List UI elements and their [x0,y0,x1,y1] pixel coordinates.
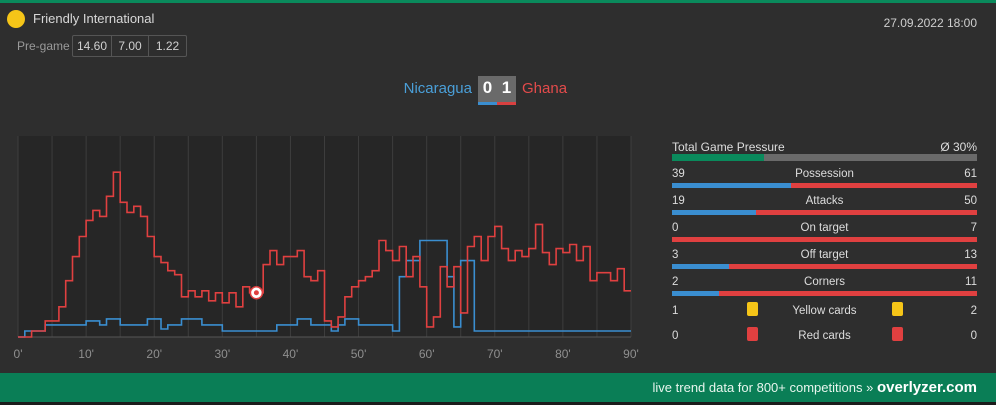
stat-away-value: 50 [964,195,977,207]
yellow-cards-row: 1 Yellow cards 2 [672,299,977,324]
stat-bar [672,183,977,188]
x-tick-label: 40' [283,347,299,361]
odds-draw: 7.00 [112,36,149,56]
stat-bar-home [672,291,719,296]
yellow-card-icon [747,302,758,316]
red-cards-row: 0 Red cards 0 [672,324,977,349]
stat-row: 39 Possession 61 [672,164,977,191]
stat-away-value: 13 [964,249,977,261]
match-datetime: 27.09.2022 18:00 [883,16,977,30]
stat-row: 0 On target 7 [672,218,977,245]
pressure-chart: 0' 10' 20' 30' 40' 50' 60' 70' 80' 90' [14,136,639,361]
away-team-name[interactable]: Ghana [522,80,568,97]
scoreboard: Nicaragua 0 1 Ghana [0,76,996,105]
yellow-card-icon [892,302,903,316]
chart-x-ticks: 0' 10' 20' 30' 40' 50' 60' 70' 80' 90' [14,347,639,361]
stat-home-value: 39 [672,168,685,180]
top-accent-bar [0,0,996,3]
bottom-border [0,402,996,405]
stat-label: Attacks [805,195,844,207]
stat-label: Possession [795,168,854,180]
competition-icon [7,10,25,28]
stat-home-value: 19 [672,195,685,207]
pressure-bar-fill [672,154,764,161]
odds-home: 14.60 [73,36,112,56]
footer-promo[interactable]: live trend data for 800+ competitions » … [653,379,977,396]
stat-bar [672,210,977,215]
stat-home-value: 0 [672,222,679,234]
stat-label: Corners [804,276,845,288]
red-cards-label: Red cards [798,330,851,342]
x-tick-label: 70' [487,347,503,361]
stat-bar-home [672,183,791,188]
pregame-label: Pre-game [17,39,70,53]
stat-row: 3 Off target 13 [672,245,977,272]
x-tick-label: 30' [215,347,231,361]
pressure-row: Total Game Pressure Ø 30% [672,138,977,154]
home-red-count: 0 [672,330,679,342]
stat-row: 19 Attacks 50 [672,191,977,218]
pregame-odds: 14.60 7.00 1.22 [72,35,187,57]
home-yellow-count: 1 [672,305,679,317]
stat-away-value: 7 [970,222,977,234]
x-tick-label: 60' [419,347,435,361]
pressure-value: Ø 30% [940,140,977,154]
footer-text: live trend data for 800+ competitions » [652,380,874,395]
x-tick-label: 0' [14,347,23,361]
pressure-bar [672,154,977,161]
pressure-label: Total Game Pressure [672,140,785,154]
home-score: 0 [478,76,497,105]
stat-bar-home [672,264,730,269]
x-tick-label: 20' [146,347,162,361]
stat-row: 2 Corners 11 [672,272,977,299]
stat-bar [672,264,977,269]
stat-bar-home [672,210,756,215]
odds-away: 1.22 [155,39,180,53]
stats-panel: Total Game Pressure Ø 30% 39 Possession 61… [672,138,977,349]
home-pressure-line [18,239,631,338]
stat-away-value: 11 [965,276,977,288]
footer-bar[interactable]: live trend data for 800+ competitions » … [0,373,996,402]
stat-label: On target [800,222,849,234]
x-tick-label: 80' [555,347,571,361]
stat-bar [672,291,977,296]
stat-home-value: 3 [672,249,679,261]
x-tick-label: 50' [351,347,367,361]
stat-home-value: 2 [672,276,679,288]
away-pressure-line [18,171,631,338]
goal-marker [249,286,264,300]
away-yellow-count: 2 [970,305,977,317]
goal-ball-center [253,290,259,296]
away-red-count: 0 [970,330,977,342]
x-tick-label: 90' [623,347,639,361]
red-card-icon [747,327,758,341]
competition-name: Friendly International [33,11,155,26]
x-tick-label: 10' [78,347,94,361]
stat-label: Off target [800,249,849,261]
brand-logo: overlyzer.com [876,379,977,396]
home-team-name[interactable]: Nicaragua [403,80,472,97]
red-card-icon [892,327,903,341]
yellow-cards-label: Yellow cards [792,305,857,317]
stat-bar [672,237,977,242]
away-score: 1 [497,76,516,105]
stat-away-value: 61 [964,168,977,180]
